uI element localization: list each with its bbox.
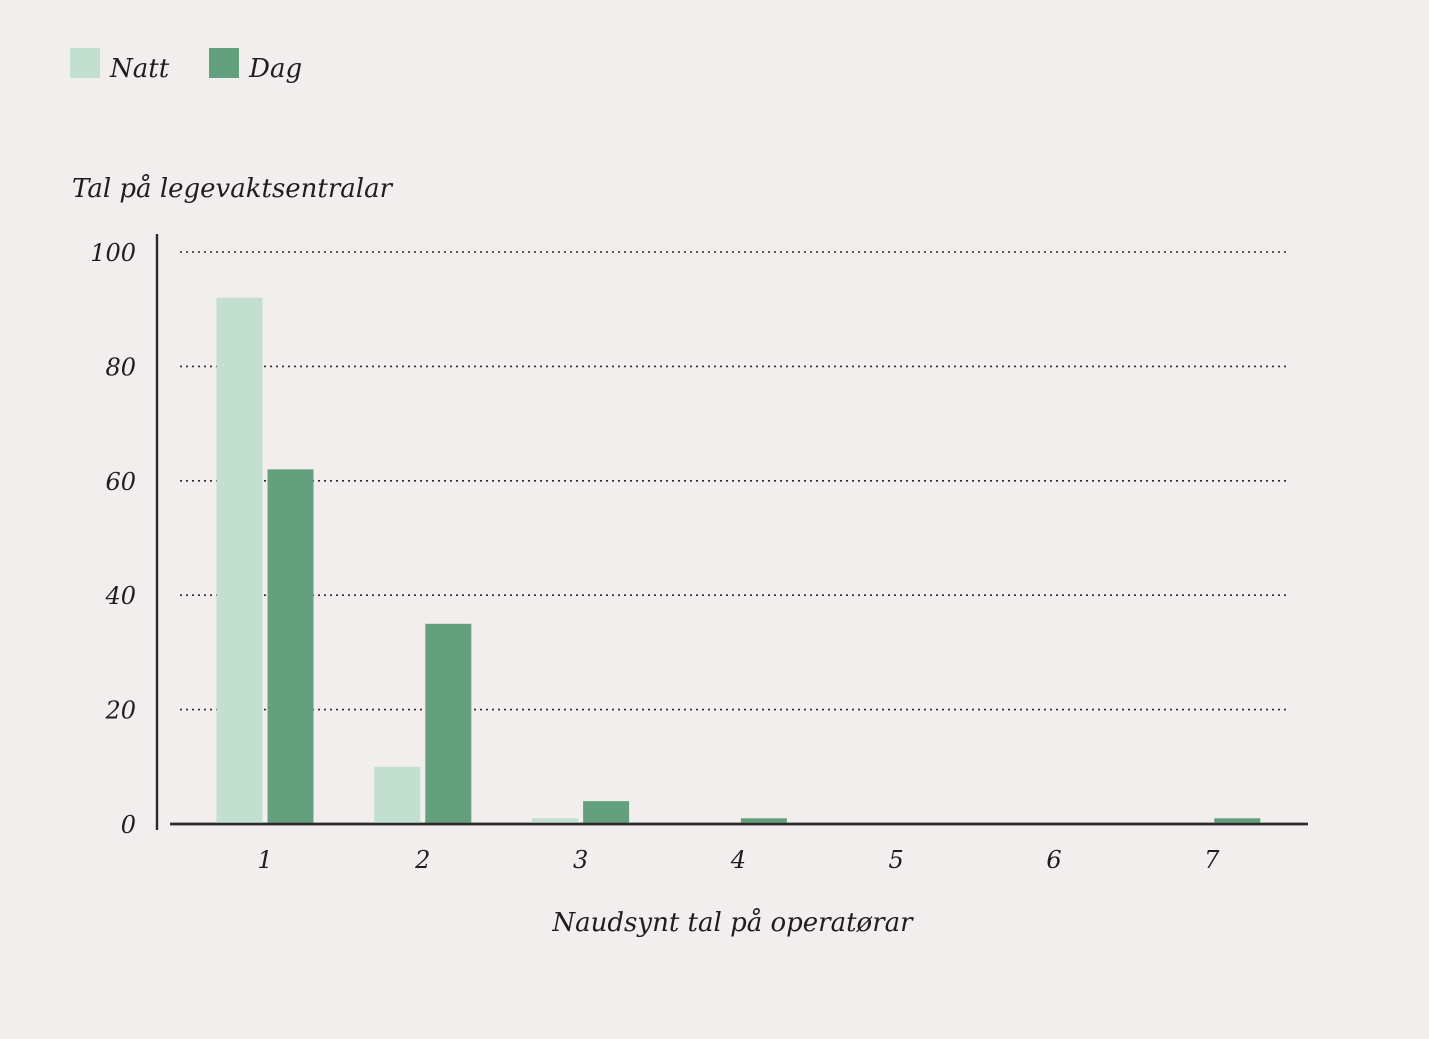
- bar-natt-3: [532, 818, 579, 824]
- y-axis-title: Tal på legevaktsentralar: [72, 174, 393, 204]
- bar-dag-3: [583, 801, 630, 824]
- bar-natt-2: [374, 766, 421, 824]
- legend: Natt Dag: [70, 48, 342, 84]
- bar-natt-1: [216, 297, 263, 824]
- legend-swatch-natt: [70, 48, 100, 78]
- y-tick-label-0: 0: [121, 811, 136, 839]
- x-tick-label-7: 7: [1204, 846, 1220, 874]
- x-axis-title: Naudsynt tal på operatørar: [552, 908, 913, 938]
- bar-dag-7: [1214, 818, 1261, 824]
- bar-dag-1: [267, 469, 314, 824]
- legend-swatch-dag: [209, 48, 240, 78]
- y-tick-label-100: 100: [90, 239, 136, 267]
- bar-dag-4: [740, 818, 787, 824]
- x-tick-label-4: 4: [730, 846, 746, 874]
- y-tick-label-60: 60: [105, 468, 136, 496]
- y-tick-label-80: 80: [105, 353, 136, 381]
- y-tick-label-40: 40: [104, 582, 136, 610]
- bar-dag-2: [425, 623, 472, 824]
- x-tick-label-6: 6: [1046, 846, 1061, 874]
- legend-item-natt: Natt: [70, 48, 169, 84]
- x-tick-label-2: 2: [414, 846, 430, 874]
- x-tick-label-5: 5: [889, 846, 904, 874]
- x-tick-label-1: 1: [257, 846, 272, 874]
- legend-label-dag: Dag: [249, 54, 303, 84]
- x-tick-label-3: 3: [573, 846, 588, 874]
- legend-item-dag: Dag: [209, 48, 302, 84]
- y-tick-label-20: 20: [104, 697, 136, 725]
- legend-label-natt: Natt: [110, 54, 170, 84]
